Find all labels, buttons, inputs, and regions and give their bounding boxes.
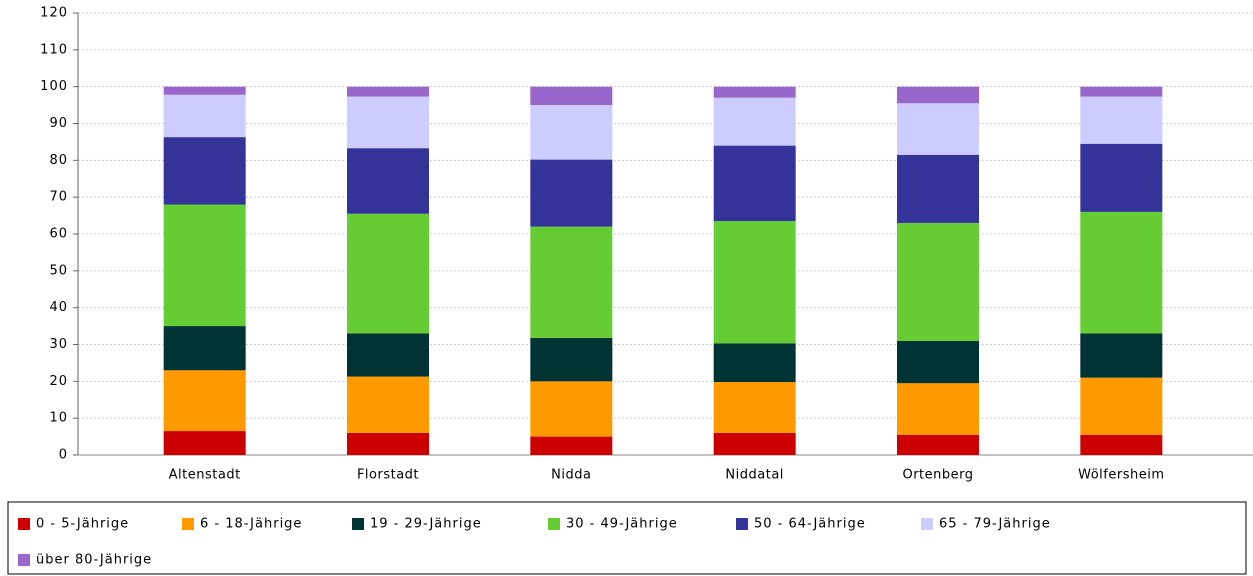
legend-swatch <box>182 518 194 530</box>
y-tick-label: 40 <box>49 300 68 315</box>
bar-segment <box>897 103 979 155</box>
bar-segment <box>713 86 796 98</box>
legend-swatch <box>352 518 364 530</box>
bar-segment <box>163 370 246 432</box>
y-tick-label: 90 <box>49 116 68 131</box>
bar-segment <box>1080 143 1163 212</box>
y-tick-label: 70 <box>49 190 68 205</box>
bar-segment <box>530 86 613 106</box>
y-tick-label: 50 <box>49 263 68 278</box>
bar-segment <box>713 97 796 146</box>
bar-segment <box>713 221 796 344</box>
y-tick-label: 80 <box>49 153 68 168</box>
bar-segment <box>347 148 429 214</box>
bar-segment <box>347 432 429 455</box>
y-tick-label: 10 <box>49 411 68 426</box>
bar-segment <box>530 436 613 455</box>
bar-segment <box>163 86 246 95</box>
bar-segment <box>347 333 429 377</box>
legend-label: 6 - 18-Jährige <box>200 517 302 532</box>
bar-segment <box>897 154 979 223</box>
bar-segment <box>163 431 246 455</box>
bar-segment <box>897 383 979 435</box>
bar-segment <box>713 343 796 383</box>
bar-segment <box>897 222 979 341</box>
legend-swatch <box>548 518 560 530</box>
bar-segment <box>713 382 796 433</box>
y-tick-label: 100 <box>40 79 68 94</box>
bar-segment <box>1080 211 1163 334</box>
bar-segment <box>1080 96 1163 144</box>
bar-segment <box>897 434 979 455</box>
legend-label: 65 - 79-Jährige <box>939 517 1051 532</box>
bar-segment <box>163 94 246 138</box>
bar-segment <box>530 105 613 160</box>
y-tick-label: 110 <box>40 42 68 57</box>
legend-label: über 80-Jährige <box>36 553 152 568</box>
legend-box <box>7 501 1247 575</box>
bar-segment <box>1080 86 1163 97</box>
bar-segment <box>347 213 429 334</box>
bar-segment <box>347 96 429 149</box>
legend-swatch <box>736 518 748 530</box>
legend-label: 30 - 49-Jährige <box>566 517 678 532</box>
y-tick-label: 20 <box>49 374 68 389</box>
bar-segment <box>163 204 246 327</box>
legend-swatch <box>921 518 933 530</box>
bar-segment <box>347 86 429 97</box>
bar-segment <box>163 137 246 205</box>
bar-segment <box>897 86 979 104</box>
legend-swatch <box>18 554 30 566</box>
legend-swatch <box>18 518 30 530</box>
x-tick-label: Ortenberg <box>902 468 973 483</box>
bar-segment <box>1080 333 1163 378</box>
legend-label: 19 - 29-Jährige <box>370 517 482 532</box>
bar-segment <box>347 376 429 433</box>
bar-segment <box>897 340 979 384</box>
y-tick-label: 30 <box>49 337 68 352</box>
bar-segment <box>530 381 613 437</box>
x-tick-label: Wölfersheim <box>1078 468 1164 483</box>
x-tick-label: Nidda <box>551 468 591 483</box>
bar-segment <box>163 326 246 371</box>
x-tick-label: Florstadt <box>357 468 419 483</box>
y-tick-label: 60 <box>49 227 68 242</box>
bar-segment <box>530 226 613 338</box>
bar-segment <box>530 337 613 382</box>
y-tick-label: 120 <box>40 6 68 21</box>
bar-segment <box>1080 377 1163 435</box>
legend-label: 50 - 64-Jährige <box>754 517 866 532</box>
x-tick-label: Niddatal <box>725 468 783 483</box>
bar-segment <box>713 432 796 455</box>
bar-segment <box>530 159 613 227</box>
legend-label: 0 - 5-Jährige <box>36 517 129 532</box>
x-tick-label: Altenstadt <box>169 468 241 483</box>
bar-segment <box>1080 434 1163 455</box>
bar-segment <box>713 145 796 222</box>
y-tick-label: 0 <box>59 448 68 463</box>
